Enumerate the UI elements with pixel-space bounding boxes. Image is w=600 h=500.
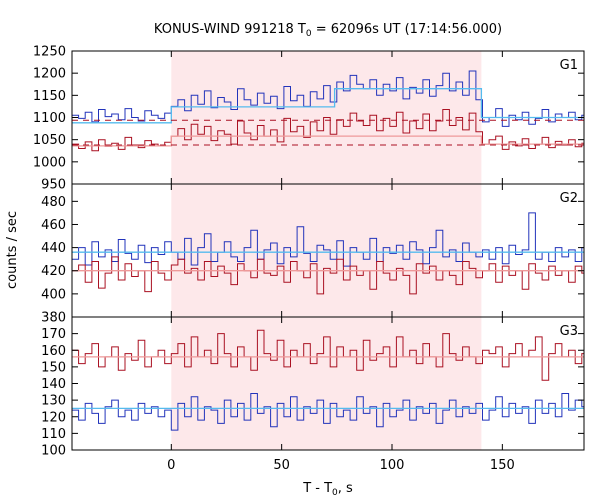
x-tick-label: 50 <box>273 458 290 473</box>
panel-label: G3 <box>560 324 578 339</box>
y-tick-label: 110 <box>41 427 66 442</box>
x-tick-label: 150 <box>490 458 515 473</box>
y-tick-label: 440 <box>41 241 66 256</box>
y-axis-label: counts / sec <box>5 211 20 289</box>
y-tick-label: 170 <box>41 327 66 342</box>
y-tick-label: 160 <box>41 344 66 359</box>
panel-label: G2 <box>560 191 578 206</box>
y-tick-label: 420 <box>41 264 66 279</box>
y-tick-label: 130 <box>41 394 66 409</box>
shaded-interval <box>171 317 482 450</box>
y-tick-label: 1100 <box>33 111 66 126</box>
panel-plot-area <box>72 70 584 152</box>
y-tick-label: 950 <box>41 178 66 193</box>
y-tick-label: 1150 <box>33 89 66 104</box>
x-tick-label: 0 <box>167 458 175 473</box>
panel-plot-area <box>72 329 584 431</box>
panels: 950100010501100115012001250G138040042044… <box>33 45 585 473</box>
series-data-blue-0 <box>72 212 584 267</box>
panel-g2: 380 400 420 440 460 480 G2 <box>41 183 585 326</box>
y-tick-label: 1250 <box>33 45 66 60</box>
y-tick-label: 100 <box>41 444 66 459</box>
chart-title: KONUS-WIND 991218 T0 = 62096s UT (17:14:… <box>154 22 502 39</box>
y-tick-label: 460 <box>41 218 66 233</box>
title-subscript: 0 <box>306 29 312 39</box>
title-rest: = 62096s UT (17:14:56.000) <box>312 22 502 37</box>
y-tick-label: 1000 <box>33 155 66 170</box>
y-tick-label: 1200 <box>33 67 66 82</box>
panel-g1: 950 1000 1050 1100 1150 1200 1250 G1 <box>33 45 585 193</box>
x-tick-label: 100 <box>380 458 405 473</box>
x-label-subscript: 0 <box>332 488 338 498</box>
panel-label: G1 <box>560 58 578 73</box>
y-tick-label: 400 <box>41 287 66 302</box>
x-label-rest: , s <box>338 481 353 496</box>
series-data-blue-0 <box>72 70 584 127</box>
y-tick-label: 140 <box>41 377 66 392</box>
y-tick-label: 120 <box>41 410 66 425</box>
series-data-red-0 <box>72 329 584 381</box>
panel-plot-area <box>72 212 584 295</box>
y-tick-label: 380 <box>41 311 66 326</box>
y-tick-label: 1050 <box>33 133 66 148</box>
series-fit-fit_red-3 <box>72 135 584 147</box>
y-tick-label: 150 <box>41 360 66 375</box>
x-axis-label: T - T0, s <box>302 481 353 498</box>
series-data-blue-1 <box>72 393 584 431</box>
title-main: KONUS-WIND 991218 T <box>154 22 306 37</box>
shaded-interval <box>171 184 482 317</box>
x-label-main: T - T <box>302 481 332 496</box>
y-tick-label: 480 <box>41 195 66 210</box>
